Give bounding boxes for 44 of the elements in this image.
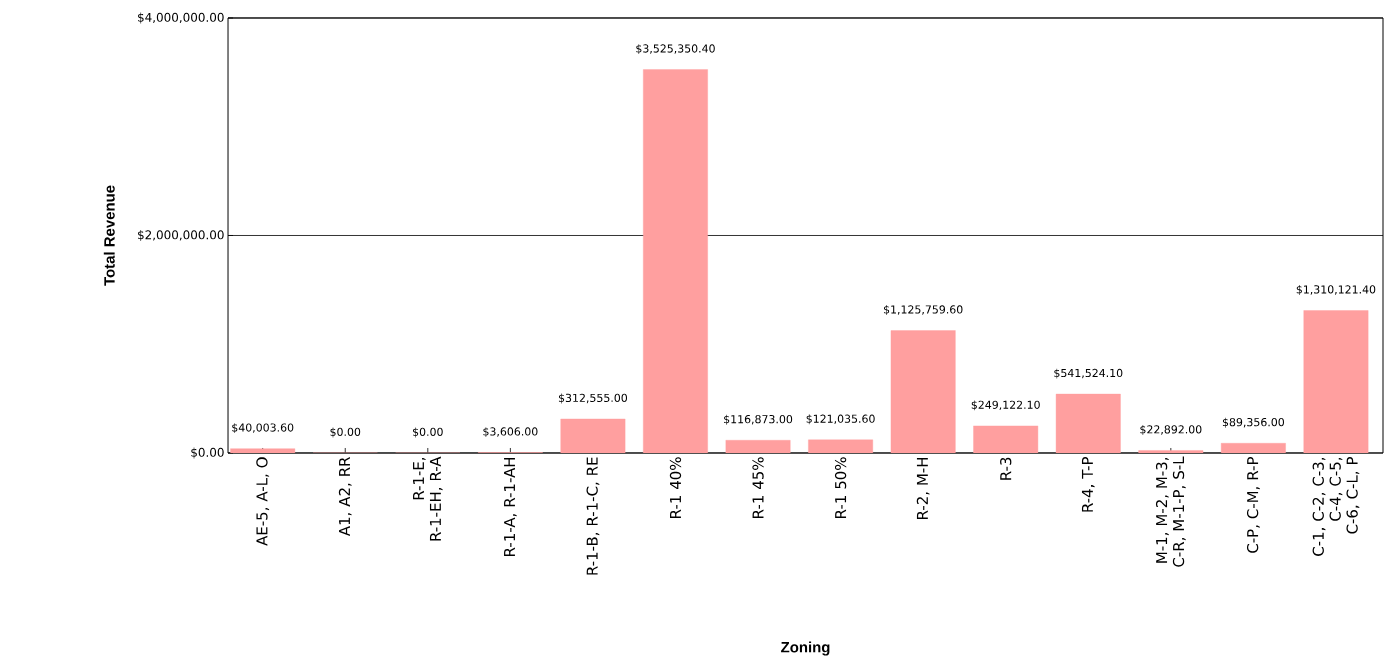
data-label: $0.00 [413, 427, 443, 438]
data-label: $541,524.10 [1054, 368, 1123, 379]
bar [1303, 310, 1369, 453]
bar [890, 330, 956, 453]
x-tick-label: R-1-B, R-1-C, RE [586, 457, 600, 575]
y-tick-label: $0.00 [191, 447, 224, 459]
x-axis-title: Zoning [781, 641, 830, 656]
x-tick-label: R-1 50% [834, 457, 847, 518]
bar [560, 418, 626, 453]
bar [973, 425, 1039, 453]
x-tick-label: R-1 40% [669, 457, 682, 518]
data-label: $1,310,121.40 [1296, 285, 1376, 295]
x-tick-label: M-1, M-2, M-3, C-R, M-1-P, S-L [1155, 456, 1186, 567]
y-axis-title: Total Revenue [103, 185, 115, 286]
data-label: $1,125,759.60 [883, 305, 963, 316]
data-label: $40,003.60 [232, 423, 294, 434]
y-tick-label: $2,000,000.00 [138, 230, 224, 241]
data-label: $22,892.00 [1140, 425, 1202, 435]
x-tick-label: R-1 45% [752, 457, 764, 518]
x-tick-label: C-1, C-2, C-3, C-4, C-5, C-6, C-L, P [1312, 457, 1360, 556]
bar [1055, 393, 1121, 453]
x-tick-label: AE-5, A-L, O [256, 457, 270, 546]
bar [808, 439, 873, 453]
bar [643, 69, 708, 453]
x-tick-label: C-P, C-M, R-P [1246, 457, 1260, 553]
data-label: $312,555.00 [558, 393, 628, 404]
data-label: $116,873.00 [724, 414, 793, 425]
data-label: $89,356.00 [1222, 417, 1285, 428]
x-tick-label: R-1-E, R-1-EH, R-A [413, 456, 443, 541]
bar [1220, 443, 1286, 453]
x-tick-label: R-1-A, R-1-AH [504, 457, 517, 556]
x-tick-label: R-2, M-H [916, 457, 930, 519]
bar [230, 448, 296, 453]
bar [1138, 450, 1204, 453]
data-label: $249,122.10 [971, 400, 1040, 411]
data-label: $3,606.00 [483, 427, 538, 438]
data-label: $121,035.60 [806, 414, 875, 425]
x-tick-label: R-3 [1000, 457, 1012, 480]
y-tick-label: $4,000,000.00 [138, 12, 224, 24]
bar [725, 440, 791, 453]
data-label: $3,525,350.40 [636, 44, 715, 55]
data-label: $0.00 [330, 427, 361, 438]
x-tick-label: A1, A2, RR [338, 456, 352, 537]
x-tick-label: R-4, T-P [1081, 457, 1095, 512]
